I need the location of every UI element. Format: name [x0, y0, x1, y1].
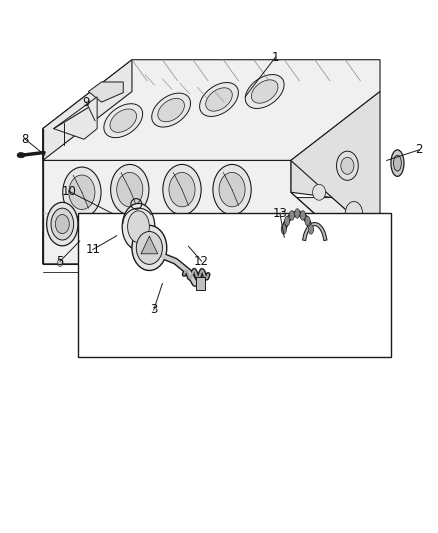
Ellipse shape [17, 152, 25, 158]
Text: 9: 9 [82, 95, 90, 109]
Ellipse shape [47, 203, 78, 246]
Ellipse shape [391, 150, 404, 176]
Ellipse shape [251, 259, 256, 266]
Ellipse shape [86, 259, 91, 266]
Ellipse shape [69, 175, 95, 209]
Polygon shape [141, 236, 158, 254]
Polygon shape [267, 245, 302, 264]
Polygon shape [53, 97, 97, 139]
Ellipse shape [117, 172, 143, 207]
Polygon shape [43, 198, 380, 272]
Ellipse shape [305, 216, 310, 226]
Ellipse shape [164, 259, 170, 266]
Ellipse shape [132, 225, 167, 270]
Ellipse shape [200, 83, 238, 116]
Ellipse shape [290, 259, 296, 266]
Ellipse shape [308, 224, 314, 234]
Polygon shape [88, 82, 123, 102]
Polygon shape [123, 245, 158, 264]
Ellipse shape [321, 259, 326, 266]
Ellipse shape [121, 282, 129, 292]
Bar [196, 277, 205, 290]
Ellipse shape [245, 75, 284, 109]
Ellipse shape [289, 211, 294, 220]
Ellipse shape [251, 80, 278, 103]
Text: 8: 8 [21, 133, 29, 146]
Ellipse shape [122, 204, 155, 250]
Ellipse shape [295, 209, 300, 218]
Ellipse shape [158, 99, 184, 122]
Polygon shape [43, 160, 332, 264]
Ellipse shape [55, 215, 69, 233]
Ellipse shape [285, 216, 290, 226]
Ellipse shape [63, 167, 101, 217]
Ellipse shape [336, 151, 358, 180]
Ellipse shape [152, 93, 191, 127]
Text: 1: 1 [272, 51, 279, 63]
Ellipse shape [110, 109, 137, 132]
Ellipse shape [163, 165, 201, 215]
Ellipse shape [341, 157, 354, 174]
Ellipse shape [313, 184, 325, 200]
Ellipse shape [116, 259, 121, 266]
Ellipse shape [208, 259, 213, 266]
Text: 11: 11 [85, 243, 100, 256]
Ellipse shape [219, 172, 245, 207]
Ellipse shape [213, 165, 251, 215]
Ellipse shape [80, 219, 97, 243]
Ellipse shape [345, 201, 363, 225]
Polygon shape [219, 245, 254, 264]
Ellipse shape [111, 165, 149, 215]
Ellipse shape [206, 88, 232, 111]
Ellipse shape [393, 155, 401, 171]
Text: 10: 10 [61, 185, 76, 198]
Ellipse shape [136, 231, 162, 264]
Polygon shape [43, 60, 380, 160]
Ellipse shape [104, 104, 143, 138]
Polygon shape [291, 92, 380, 240]
Text: 13: 13 [272, 207, 287, 220]
Text: 3: 3 [150, 303, 157, 317]
Polygon shape [78, 245, 113, 264]
Bar [78, 214, 391, 357]
Ellipse shape [300, 211, 305, 220]
Polygon shape [171, 245, 206, 264]
Text: 5: 5 [57, 255, 64, 268]
Ellipse shape [127, 211, 149, 243]
Ellipse shape [57, 259, 63, 266]
Text: 2: 2 [416, 143, 423, 156]
Ellipse shape [119, 279, 132, 295]
Polygon shape [43, 60, 132, 160]
Text: 12: 12 [194, 255, 209, 268]
Ellipse shape [169, 172, 195, 207]
Ellipse shape [83, 223, 94, 238]
Ellipse shape [51, 208, 74, 240]
Ellipse shape [281, 224, 286, 234]
